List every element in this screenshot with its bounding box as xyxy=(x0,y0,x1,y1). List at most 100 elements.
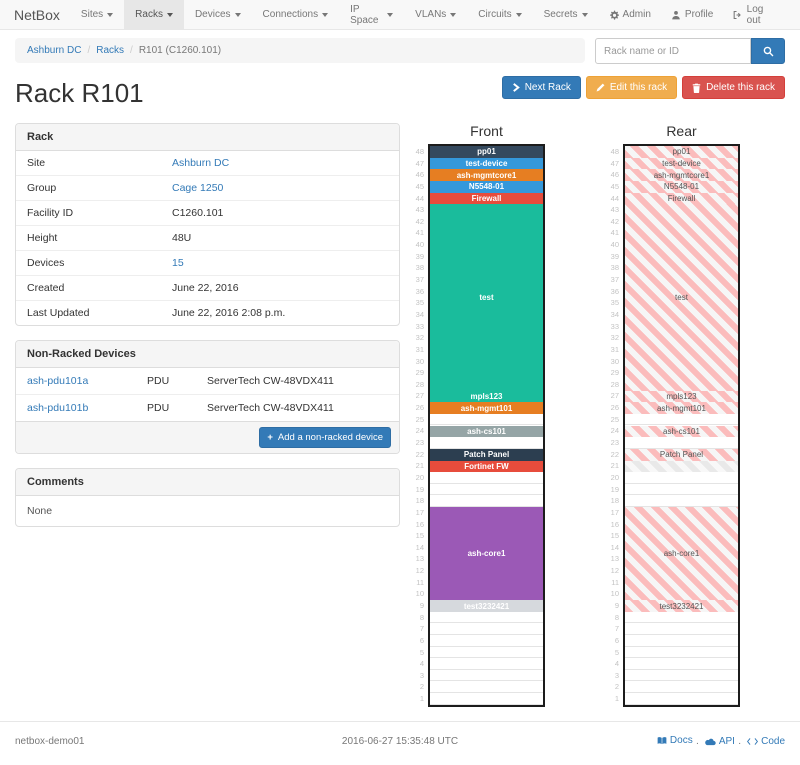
devices-count-link[interactable]: 15 xyxy=(172,257,184,269)
rack-device-pp01[interactable]: pp01 xyxy=(430,146,543,158)
rack-device-ash-mgmt101[interactable]: ash-mgmt101 xyxy=(625,402,738,414)
group-link[interactable]: Cage 1250 xyxy=(172,182,224,194)
profile-link[interactable]: Profile xyxy=(661,0,723,29)
rack-unit xyxy=(625,437,738,449)
rack-device-ash-cs101[interactable]: ash-cs101 xyxy=(625,425,738,438)
unit-number: 46 xyxy=(610,170,619,180)
nav-item-ip-space[interactable]: IP Space xyxy=(339,0,404,29)
rack-device-mpls123[interactable]: mpls123 xyxy=(430,390,543,403)
rack-device-patch-panel[interactable]: Patch Panel xyxy=(625,448,738,461)
rack-device-ash-core1[interactable]: ash-core1 xyxy=(625,507,738,601)
page-footer: netbox-demo01 2016-06-27 15:35:48 UTC Do… xyxy=(0,721,800,765)
rack-device-ash-mgmtcore1[interactable]: ash-mgmtcore1 xyxy=(625,169,738,181)
rack-unit xyxy=(625,484,738,496)
user-nav: Admin Profile Log out xyxy=(599,0,788,29)
panel-title: Non-Racked Devices xyxy=(16,341,399,368)
unit-number: 6 xyxy=(614,635,619,645)
unit-number: 47 xyxy=(415,158,424,168)
rack-device-test3232421[interactable]: test3232421 xyxy=(430,600,543,612)
nav-item-devices[interactable]: Devices xyxy=(184,0,252,29)
search-button[interactable] xyxy=(751,38,785,64)
elevation-title: Front xyxy=(470,123,503,139)
unit-number: 21 xyxy=(610,461,619,471)
unit-number: 8 xyxy=(419,612,424,622)
rack-device-ash-mgmtcore1[interactable]: ash-mgmtcore1 xyxy=(430,169,543,181)
comments-panel: Comments None xyxy=(15,468,400,527)
breadcrumb-current: R101 (C1260.101) xyxy=(138,45,222,56)
rack-unit xyxy=(430,437,543,449)
rack-device-firewall[interactable]: Firewall xyxy=(625,192,738,205)
unit-number: 34 xyxy=(415,309,424,319)
unit-number: 41 xyxy=(415,228,424,238)
facility-id-value: C1260.101 xyxy=(161,200,399,226)
rack-device-mpls123[interactable]: mpls123 xyxy=(625,390,738,403)
unit-number: 7 xyxy=(614,624,619,634)
delete-rack-button[interactable]: Delete this rack xyxy=(682,76,785,99)
user-icon xyxy=(672,10,680,19)
unit-number: 16 xyxy=(415,519,424,529)
unit-number: 24 xyxy=(610,426,619,436)
nav-item-connections[interactable]: Connections xyxy=(252,0,340,29)
rack-device-ash-core1[interactable]: ash-core1 xyxy=(430,507,543,601)
rack-unit xyxy=(430,484,543,496)
rack-device-fortinet-fw[interactable]: Fortinet FW xyxy=(430,460,543,473)
device-link[interactable]: ash-pdu101a xyxy=(27,375,89,387)
unit-number: 17 xyxy=(610,507,619,517)
rack-device-pp01[interactable]: pp01 xyxy=(625,146,738,158)
unit-number: 5 xyxy=(419,647,424,657)
rack-unit xyxy=(625,612,738,624)
unit-number: 23 xyxy=(415,438,424,448)
add-non-racked-device-button[interactable]: + Add a non-racked device xyxy=(259,427,391,448)
rack-device-n5548-01[interactable]: N5548-01 xyxy=(430,180,543,193)
unit-number: 24 xyxy=(415,426,424,436)
nav-item-vlans[interactable]: VLANs xyxy=(404,0,467,29)
unit-number: 3 xyxy=(614,670,619,680)
rack-device-test-device[interactable]: test-device xyxy=(625,157,738,170)
rack-device-ash-mgmt101[interactable]: ash-mgmt101 xyxy=(430,402,543,414)
nav-item-secrets[interactable]: Secrets xyxy=(533,0,599,29)
rack-device-n5548-01[interactable]: N5548-01 xyxy=(625,180,738,193)
rack-device-firewall[interactable]: Firewall xyxy=(430,192,543,205)
unit-number: 30 xyxy=(610,356,619,366)
unit-number: 15 xyxy=(415,531,424,541)
rack-device-patch-panel[interactable]: Patch Panel xyxy=(430,448,543,461)
table-row: ash-pdu101a PDU ServerTech CW-48VDX411 xyxy=(16,368,399,395)
nav-item-circuits[interactable]: Circuits xyxy=(467,0,532,29)
nav-item-sites[interactable]: Sites xyxy=(70,0,124,29)
next-rack-button[interactable]: Next Rack xyxy=(501,76,581,99)
panel-title: Rack xyxy=(16,124,399,151)
unit-number: 12 xyxy=(415,566,424,576)
rack-device-test[interactable]: test xyxy=(430,204,543,391)
rack-device-test3232421[interactable]: test3232421 xyxy=(625,600,738,612)
api-link[interactable]: API xyxy=(705,736,735,747)
unit-number: 14 xyxy=(610,542,619,552)
breadcrumb-racks[interactable]: Racks xyxy=(96,45,125,56)
table-row: ash-pdu101b PDU ServerTech CW-48VDX411 xyxy=(16,394,399,421)
unit-number: 35 xyxy=(415,298,424,308)
admin-link[interactable]: Admin xyxy=(599,0,661,29)
gear-icon xyxy=(609,10,619,20)
hostname: netbox-demo01 xyxy=(15,736,85,748)
code-link[interactable]: Code xyxy=(747,736,785,747)
rack-device-test-device[interactable]: test-device xyxy=(430,157,543,170)
docs-link[interactable]: Docs xyxy=(657,735,693,746)
rack-device-ash-cs101[interactable]: ash-cs101 xyxy=(430,425,543,438)
edit-rack-button[interactable]: Edit this rack xyxy=(585,76,678,99)
rack-unit xyxy=(625,658,738,670)
rack-device-test[interactable]: test xyxy=(625,204,738,391)
site-link[interactable]: Ashburn DC xyxy=(172,157,230,169)
netbox-logo[interactable]: NetBox xyxy=(14,6,60,23)
unit-number: 29 xyxy=(610,368,619,378)
logout-link[interactable]: Log out xyxy=(723,0,788,29)
nav-item-racks[interactable]: Racks xyxy=(124,0,184,29)
unit-number: 2 xyxy=(419,682,424,692)
unit-number: 22 xyxy=(610,449,619,459)
breadcrumb-site[interactable]: Ashburn DC xyxy=(27,45,82,56)
unit-number: 37 xyxy=(610,275,619,285)
rack-unit xyxy=(430,414,543,426)
device-link[interactable]: ash-pdu101b xyxy=(27,402,89,414)
unit-number: 10 xyxy=(415,589,424,599)
search-input[interactable] xyxy=(595,38,751,64)
unit-number: 30 xyxy=(415,356,424,366)
height-value: 48U xyxy=(161,225,399,251)
